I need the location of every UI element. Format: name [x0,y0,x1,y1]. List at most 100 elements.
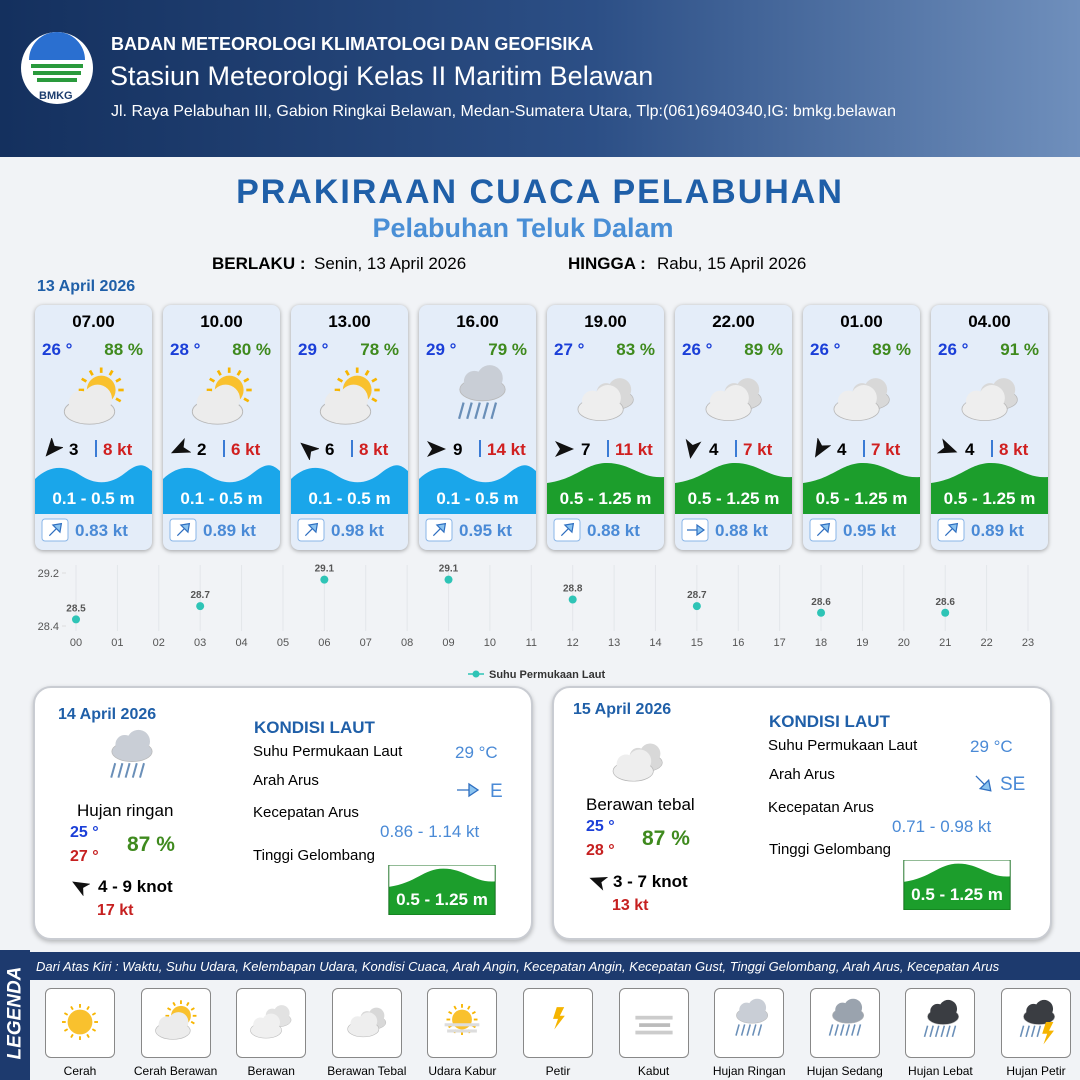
icon-shape [638,1023,670,1027]
legend-label: Hujan Ringan [712,1064,786,1078]
wind-arrow [427,441,446,457]
icon-shape [952,1025,957,1038]
legend-label: Berawan [247,1064,295,1078]
icon-shape [937,438,958,454]
temperature: 26 ° [810,340,841,359]
subtitle: Pelabuhan Teluk Dalam [372,213,674,243]
wave-height: 0.1 - 0.5 m [308,489,391,508]
weather: Berawan tebal [586,795,695,814]
x-tick-label: 22 [980,637,992,649]
icon-shape [815,438,831,458]
icon-shape [634,1015,673,1020]
icon-shape [737,1008,768,1023]
point [72,615,80,624]
humidity: 89 % [744,340,783,359]
icon-shape [108,369,114,376]
icon-shape [856,1024,862,1036]
forecast-card: 04.00 26 ° 91 % 4 8 kt 0.5 - 1.25 m 0.89 kt [931,305,1048,550]
icon-shape [166,1007,171,1011]
current-arrow [41,518,69,542]
x-tick-label: 21 [939,637,951,649]
point [817,608,826,617]
legend-strip [0,950,30,1080]
icon-shape [300,442,319,460]
wind-speed: 9 [453,440,463,459]
icon-shape [944,522,959,537]
icon-shape [816,522,831,537]
separator [95,440,97,457]
legend-icon [154,1000,197,1040]
time: 01.00 [840,312,883,331]
wave-height: 0.5 - 1.25 m [687,489,780,508]
temperature: 26 ° [682,340,713,359]
x-tick-label: 06 [318,637,330,649]
icon-shape [304,522,319,537]
temperature: 26 ° [42,340,73,359]
icon-shape [115,377,122,383]
x-tick-label: 20 [898,637,910,649]
legend-label: Berawan Tebal [327,1064,407,1078]
icon-shape [243,397,250,403]
current-speed: 0.83 kt [75,521,128,540]
point [444,575,453,584]
weather-icon [63,367,124,425]
icon-shape [371,377,378,383]
wave-height: 0.5 - 1.25 m [911,885,1003,904]
icon-shape [946,1025,952,1038]
icon-shape [467,1005,471,1010]
icon-shape [33,71,81,75]
current-arrow [457,782,480,798]
icon-shape [432,522,447,537]
icon-shape [1023,999,1056,1025]
icon-shape [962,398,1007,420]
wind-arrow [300,442,319,460]
x-tick-label: 12 [567,637,579,649]
icon-shape [209,377,216,383]
icon-shape [757,1024,763,1036]
current-speed: 0.89 kt [203,521,256,540]
time: 19.00 [584,312,627,331]
wave-height: 0.1 - 0.5 m [436,489,519,508]
icon-shape [131,762,138,778]
gust: 13 kt [612,897,649,914]
weather-icon [577,378,634,422]
icon-shape [216,369,222,376]
current-arrow [681,518,709,542]
valid-to-label: HINGGA : [568,254,646,273]
wind-speed: 3 [69,440,79,459]
temp-min: 25 ° [586,818,615,835]
legend-title: LEGENDA [4,966,26,1060]
icon-shape [961,384,1008,422]
icon-shape [931,463,1048,514]
x-tick-label: 13 [608,637,620,649]
separator [607,440,609,457]
wind-arrow [45,438,63,457]
icon-shape [924,1025,929,1038]
weather-icon [961,378,1018,422]
forecast-card: 13.00 29 ° 78 % 6 8 kt 0.1 - 0.5 m 0.98 kt [291,305,408,550]
icon-shape [460,378,505,400]
wind-arrow [937,438,958,454]
icon-shape [555,441,574,457]
humidity: 91 % [1000,340,1039,359]
valid-from: Senin, 13 April 2026 [314,254,467,273]
wave-height: 0.5 - 1.25 m [559,489,652,508]
time: 16.00 [456,312,499,331]
icon-shape [448,1010,453,1015]
wind-speed: 4 [965,440,975,459]
temperature: 27 ° [554,340,585,359]
point [320,575,329,584]
icon-shape [903,860,1011,910]
wave [419,465,536,514]
icon-shape [171,1001,176,1007]
icon-shape [735,1024,741,1036]
humidity: 89 % [872,340,911,359]
legend-icon-box [618,988,689,1058]
icon-shape [111,729,153,762]
data-label: 28.6 [811,597,831,608]
icon-shape [589,876,608,891]
icon-shape [250,1013,283,1039]
weather-icon [458,365,506,420]
legend-label: Hujan Sedang [806,1064,883,1078]
